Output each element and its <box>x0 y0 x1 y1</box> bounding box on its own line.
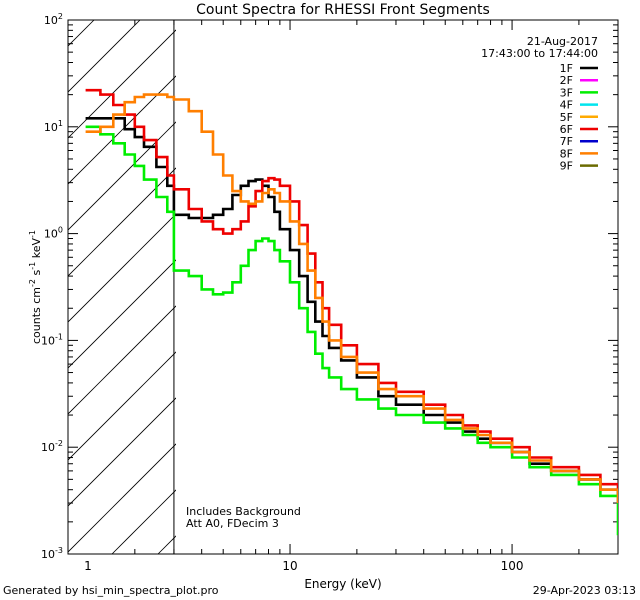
y-tick-label-exp: -3 <box>55 546 63 555</box>
y-tick-label-exp: -2 <box>55 439 63 448</box>
y-tick-label-base: 10 <box>44 14 58 27</box>
legend-label-7F: 7F <box>560 135 573 148</box>
legend-label-3F: 3F <box>560 86 573 99</box>
hatch-line <box>68 397 176 507</box>
y-tick-label: 102 <box>44 12 63 27</box>
x-tick-label: 10 <box>282 559 297 573</box>
hatch-line <box>618 0 640 554</box>
annotation-attenuator: Att A0, FDecim 3 <box>186 517 279 530</box>
legend-label-1F: 1F <box>560 62 573 75</box>
y-axis-label-sup1: -2 <box>28 279 37 287</box>
series-line-8F <box>85 93 618 503</box>
x-axis-label: Energy (keV) <box>304 577 381 591</box>
hatch-line <box>68 213 176 323</box>
legend-label-6F: 6F <box>560 123 573 136</box>
series-group <box>85 88 618 536</box>
hatch-line <box>68 20 141 93</box>
y-tick-label-base: 10 <box>41 334 55 347</box>
annotation-background: Includes Background <box>186 505 301 518</box>
date-label: 21-Aug-2017 <box>527 35 598 48</box>
time-range-label: 17:43:00 to 17:44:00 <box>481 47 598 60</box>
legend-label-5F: 5F <box>560 111 573 124</box>
y-tick-label-exp: 0 <box>58 226 63 235</box>
y-tick-label-base: 10 <box>41 548 55 561</box>
y-tick-label-exp: 2 <box>58 12 63 21</box>
hatch-line <box>572 0 640 554</box>
hatch-line <box>68 305 176 415</box>
hatch-line <box>296 0 640 554</box>
y-tick-label-base: 10 <box>44 121 58 134</box>
footer-generated-by: Generated by hsi_min_spectra_plot.pro <box>3 584 219 597</box>
y-axis-label-mid: s <box>30 269 43 278</box>
legend-label-8F: 8F <box>560 147 573 160</box>
series-line-1F <box>85 117 618 496</box>
series-line-3F <box>85 125 618 536</box>
y-axis-label: counts cm-2 s-1 keV-1 <box>28 230 43 344</box>
hatch-line <box>526 0 640 554</box>
hatched-region <box>0 0 640 554</box>
hatch-line <box>68 443 176 553</box>
y-axis-label-sup2: -1 <box>28 262 37 270</box>
chart-title: Count Spectra for RHESSI Front Segments <box>196 2 490 18</box>
hatch-line <box>68 29 176 139</box>
hatch-line <box>68 167 176 277</box>
x-axis-ticks: 1 10 100 <box>67 20 619 573</box>
y-axis-label-main: counts cm <box>30 287 43 344</box>
series-line-6F <box>85 88 618 490</box>
footer-timestamp: 29-Apr-2023 03:13 <box>532 584 636 597</box>
y-axis-label-sup3: -1 <box>28 230 37 238</box>
hatch-line <box>434 0 640 554</box>
hatch-line <box>68 351 176 461</box>
hatch-line <box>342 0 640 554</box>
y-tick-label: 10-2 <box>41 439 63 454</box>
y-tick-label: 10-3 <box>41 546 63 561</box>
hatch-line <box>68 20 95 47</box>
y-tick-label: 100 <box>44 226 63 241</box>
y-tick-label-base: 10 <box>44 228 58 241</box>
plot-frame <box>67 19 619 555</box>
legend-label-9F: 9F <box>560 160 573 173</box>
hatch-line <box>68 121 176 231</box>
y-tick-label: 10-1 <box>41 332 63 347</box>
x-tick-label: 1 <box>84 559 92 573</box>
y-tick-label-base: 10 <box>41 441 55 454</box>
hatch-line <box>0 0 114 554</box>
y-tick-label-exp: 1 <box>58 119 63 128</box>
hatch-line <box>388 0 640 554</box>
legend-label-2F: 2F <box>560 74 573 87</box>
y-axis-label-mid2: keV <box>30 238 43 262</box>
x-tick-label: 100 <box>501 559 524 573</box>
y-tick-label: 101 <box>44 119 63 134</box>
y-tick-label-exp: -1 <box>55 332 63 341</box>
legend-label-4F: 4F <box>560 99 573 112</box>
